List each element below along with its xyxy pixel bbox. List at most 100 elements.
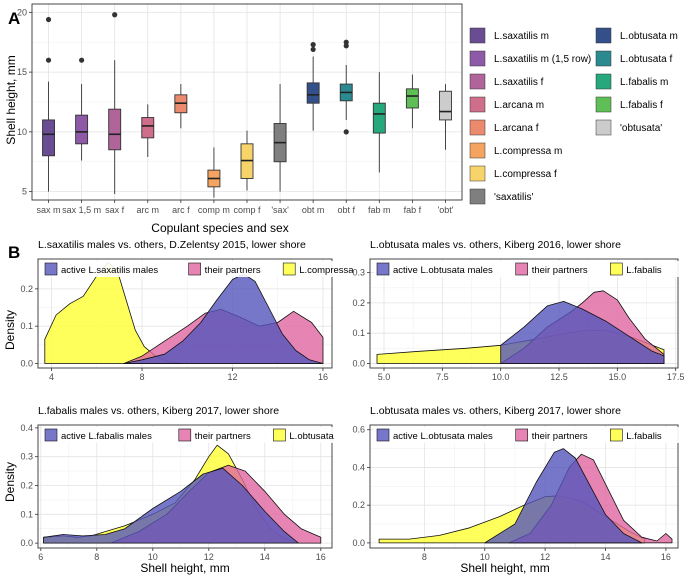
density-chart-title: L.obtusata males vs. others, Kiberg 2016… (370, 239, 621, 251)
y-tick-label: 0.2 (352, 298, 365, 308)
legend-swatch (595, 73, 612, 90)
legend-swatch (515, 262, 529, 276)
legend-label: L.compressa (299, 265, 354, 276)
legend-swatch (595, 27, 612, 44)
legend-label: L.fabalis (626, 265, 662, 276)
legend-label: L.compressa f (494, 169, 557, 180)
legend-swatch (469, 165, 486, 182)
density-area-active-l-fabalis-males (43, 467, 299, 544)
plot-border (369, 258, 679, 369)
x-tick-label: obt m (302, 205, 325, 215)
legend-label: active L.fabalis males (61, 431, 152, 442)
legend-swatch (44, 262, 58, 276)
y-tick-label: 15 (17, 67, 27, 77)
legend-swatch (469, 142, 486, 159)
legend-background (42, 261, 363, 277)
legend-label: L.fabalis (626, 431, 662, 442)
x-tick-label: comp f (233, 205, 261, 215)
x-tick-label: 12 (540, 552, 550, 562)
box--obt- (439, 90, 452, 121)
legend-swatch (469, 73, 486, 90)
legend-swatch (609, 262, 623, 276)
x-tick-label: 10.0 (492, 372, 510, 382)
x-tick-label: 15.0 (609, 372, 627, 382)
y-tick-label: 0.3 (20, 452, 33, 462)
y-tick-label: 0.2 (20, 480, 33, 490)
x-tick-label: 10 (148, 552, 158, 562)
box-sax-f (108, 108, 122, 151)
legend-swatch (282, 262, 296, 276)
x-tick-label: comp m (198, 205, 230, 215)
density-legend: active L.fabalis males their partners L.ob… (42, 427, 348, 443)
legend-label: L.saxatilis m (494, 31, 549, 42)
x-tick-label: 10 (480, 552, 490, 562)
density-xlabel-right: Shell height, mm (460, 561, 549, 575)
legend-swatch (178, 428, 192, 442)
box-outlier (79, 57, 85, 63)
y-tick-label: 0.1 (20, 509, 33, 519)
legend-swatch (595, 50, 612, 67)
density-ylabel-bottom: Density (3, 462, 17, 502)
boxplot-ylabel: Shell height, mm (4, 55, 18, 144)
box-fab-f (405, 88, 419, 109)
legend-background (42, 427, 348, 443)
density-legend: active L.saxatilis males their partners L.… (42, 261, 363, 277)
legend-label: L.arcana m (494, 100, 544, 111)
x-tick-label: 14 (601, 552, 611, 562)
legend-label: L.fabalis f (620, 100, 663, 111)
x-tick-label: 4 (49, 372, 54, 382)
density-chart-3: L.fabalis males vs. others, Kiberg 2017,… (20, 405, 348, 562)
legend-swatch (273, 428, 286, 442)
y-tick-label: 10 (17, 127, 27, 137)
x-tick-label: fab f (404, 205, 422, 215)
x-tick-label: sax m (37, 205, 61, 215)
density-xlabel-left: Shell height, mm (140, 561, 229, 575)
y-tick-label: 0.0 (352, 358, 365, 368)
legend-swatch (469, 27, 486, 44)
legend-swatch (376, 262, 390, 276)
box-outlier (112, 12, 118, 18)
legend-label: their partners (532, 265, 588, 276)
panel-a-label: A (8, 9, 20, 28)
box-outlier (310, 46, 316, 53)
legend-label: 'obtusata' (620, 123, 662, 134)
density-legend: active L.obtusata males their partners L.f… (374, 427, 680, 443)
x-tick-label: 8 (94, 552, 99, 562)
legend-label: 'saxatilis' (494, 192, 533, 203)
box-outlier (45, 16, 52, 23)
y-tick-label: 0.0 (20, 538, 33, 548)
x-tick-label: fab m (368, 205, 391, 215)
x-tick-label: obt f (337, 205, 355, 215)
legend-swatch (44, 428, 58, 442)
density-chart-title: L.obtusata males vs. others, Kiberg 2017… (370, 405, 621, 417)
x-tick-label: sax f (105, 205, 125, 215)
x-tick-label: 7.5 (436, 372, 449, 382)
legend-swatch (515, 428, 529, 442)
y-tick-label: 0.4 (352, 462, 365, 472)
box-sax-m (42, 119, 55, 157)
density-area-active-l-obtusata-males (500, 301, 665, 364)
x-tick-label: 16 (318, 372, 328, 382)
boxplot-chart: 5 10 15 20 sax m sax 1,5 m sax f arc m arc f comp… (17, 3, 463, 215)
density-chart-title: L.saxatilis males vs. others, D.Zelentsy… (38, 239, 306, 251)
legend-label: their partners (195, 431, 251, 442)
density-charts: L.saxatilis males vs. others, D.Zelentsy… (20, 239, 684, 562)
box-sax-1-5-m (75, 114, 89, 145)
x-tick-label: 'obt' (437, 205, 453, 215)
x-tick-label: 12.5 (550, 372, 568, 382)
legend-label: their partners (532, 431, 588, 442)
x-tick-label: 12 (204, 552, 214, 562)
boxplot-xlabel: Copulant species and sex (151, 221, 288, 235)
y-tick-label: 0.1 (352, 328, 365, 338)
x-tick-label: 12 (227, 372, 237, 382)
legend-label: active L.obtusata males (393, 265, 493, 276)
box-outlier (343, 129, 349, 135)
legend-swatch (595, 119, 612, 136)
box-outlier (45, 57, 52, 63)
boxplot-legend: L.saxatilis m L.saxatilis m (1,5 row) L.sa… (469, 27, 678, 205)
legend-swatch (595, 96, 612, 113)
legend-swatch (469, 50, 486, 67)
y-tick-label: 5 (22, 187, 27, 197)
y-tick-label: 0.3 (352, 268, 365, 278)
plot-border (37, 258, 333, 369)
